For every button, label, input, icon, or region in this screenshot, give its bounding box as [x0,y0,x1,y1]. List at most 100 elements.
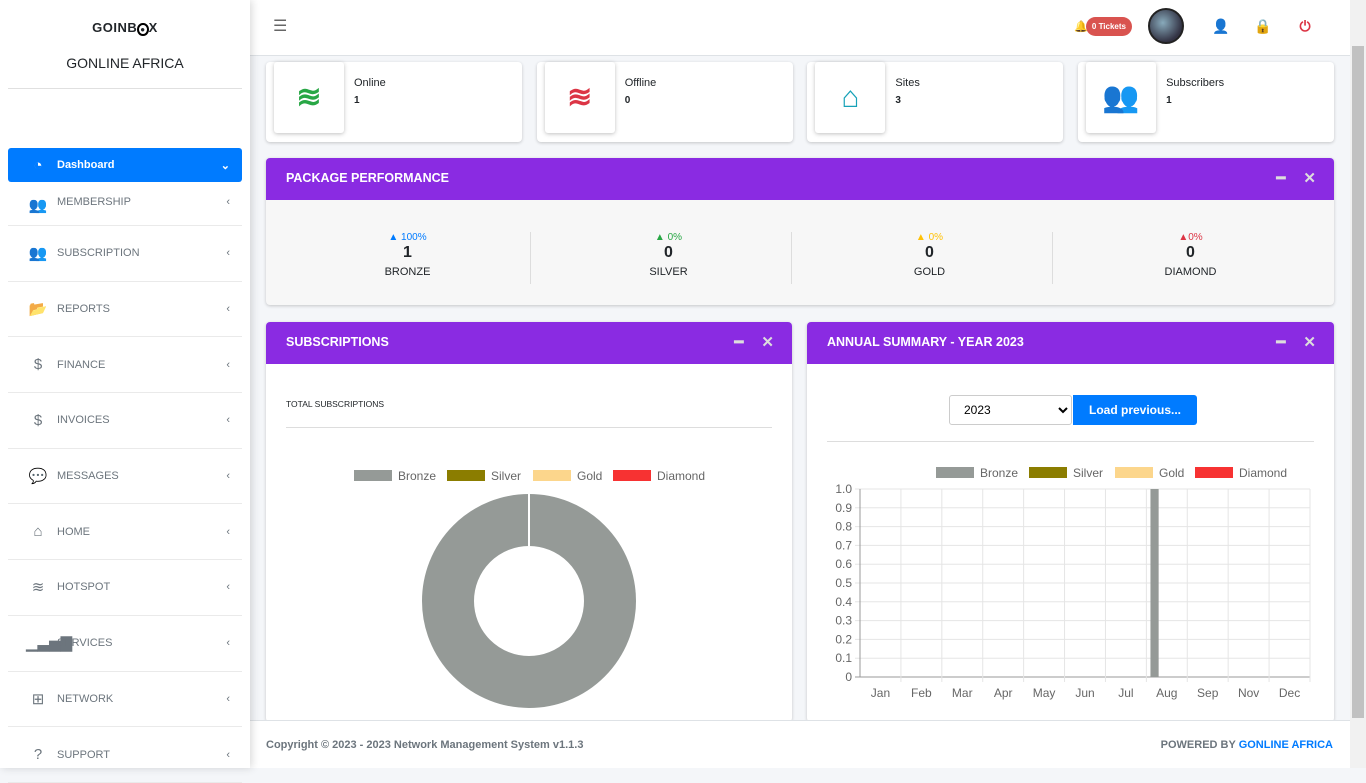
close-icon[interactable]: ✕ [1303,170,1316,187]
y-tick-label: 0.8 [835,520,852,534]
sidebar-item-reports[interactable]: 📂 REPORTS ‹ [8,282,242,338]
sidebar-item-network[interactable]: ⊞ NETWORK ‹ [8,672,242,728]
sms-icon: 💬 [28,468,48,486]
minimize-icon[interactable]: ━ [1276,334,1286,351]
info-value: 1 [354,95,360,106]
tickets-badge[interactable]: 0 Tickets [1085,16,1132,36]
lock-icon[interactable]: 🔒 [1254,17,1272,34]
legend-swatch [936,467,974,478]
stat-name: SILVER [649,266,688,278]
annual-bar-chart: Bronze Silver Gold Diamond 0 0.1 0.2 0.3 0.4 0.5 0… [835,466,1311,700]
info-title: Sites [895,77,920,89]
year-select[interactable]: 2023 [949,395,1072,425]
info-title: Subscribers [1166,77,1225,89]
wifi-icon: ≋ [274,62,344,133]
sidebar-item-label: Dashboard [57,159,115,171]
legend-label: Silver [491,469,521,483]
stat-percent: ▲ 0% [654,232,683,243]
card-title: SUBSCRIPTIONS [286,335,389,349]
sidebar-item-label: REPORTS [57,303,110,316]
legend-swatch [447,470,485,481]
y-tick-label: 0.7 [835,538,852,552]
x-tick-label: Jan [871,686,890,700]
package-performance-card: PACKAGE PERFORMANCE ━ ✕ ▲ 100% 1 BRONZE ▲ 0%… [266,158,1334,305]
sidebar-item-support[interactable]: ? SUPPORT ‹ [8,727,242,783]
x-tick-label: Feb [911,686,932,700]
subscriptions-card: SUBSCRIPTIONS ━ ✕ TOTAL SUBSCRIPTIONS Bro… [266,322,792,722]
chevron-icon: ‹ [226,358,230,371]
chevron-icon: ⌄ [220,159,230,172]
network-icon: ⊞ [31,690,45,708]
question-circle-icon: ? [33,746,43,764]
stat-name: BRONZE [384,266,431,278]
bell-icon[interactable]: 🔔 [1074,20,1088,33]
y-tick-label: 0.4 [835,595,852,609]
chevron-icon: ‹ [226,525,230,538]
avatar[interactable] [1148,8,1184,44]
x-tick-label: Nov [1238,686,1259,700]
copyright: Copyright © 2023 - 2023 Network Manageme… [266,739,584,751]
tachometer-icon: ◔ [33,156,43,174]
chevron-icon: ‹ [226,637,230,650]
y-tick-label: 0.6 [835,557,852,571]
folder-open-icon: 📂 [28,301,48,319]
stat-percent: ▲ 100% [388,232,427,243]
chevron-icon: ‹ [226,581,230,594]
chevron-icon: ‹ [226,303,230,316]
annual-summary-card: ANNUAL SUMMARY - YEAR 2023 ━ ✕ 2023 Load … [807,322,1334,722]
chevron-icon: ‹ [226,470,230,483]
sidebar-item-finance[interactable]: $ FINANCE ‹ [8,337,242,394]
card-title: ANNUAL SUMMARY - YEAR 2023 [827,335,1024,349]
y-tick-label: 0 [845,670,852,684]
sidebar-item-dashboard[interactable]: ◔ Dashboard ⌄ [8,148,242,182]
load-previous-button[interactable]: Load previous... [1073,395,1197,425]
x-tick-label: Mar [952,686,973,700]
info-value: 3 [895,95,901,106]
scrollbar[interactable] [1350,0,1366,768]
info-title: Online [354,77,386,89]
y-tick-label: 0.5 [835,576,852,590]
y-tick-label: 0.1 [835,651,852,665]
chevron-icon: ‹ [226,414,230,427]
legend-label: Bronze [980,466,1018,480]
hand-dollar-icon: $ [33,356,43,374]
sidebar-item-hotspot[interactable]: ≋ HOTSPOT ‹ [8,560,242,616]
sidebar-item-subscription[interactable]: 👥 SUBSCRIPTION ‹ [8,226,242,282]
sidebar-item-label: FINANCE [57,358,106,371]
sidebar-item-label: HOTSPOT [57,581,111,594]
legend-label: Bronze [398,469,436,483]
x-tick-label: Jul [1118,686,1133,700]
menu-toggle-icon[interactable]: ☰ [273,18,288,35]
sidebar-item-invoices[interactable]: $ INVOICES ‹ [8,393,242,449]
chevron-icon: ‹ [226,196,230,208]
stat-count: 1 [403,244,412,261]
minimize-icon[interactable]: ━ [1276,170,1286,187]
sidebar-item-label: SUBSCRIPTION [57,247,140,260]
card-title: PACKAGE PERFORMANCE [286,171,449,185]
package-stat-diamond: ▲0% 0 DIAMOND [1060,232,1321,278]
users-icon: 👥 [28,197,48,214]
sidebar-item-label: SERVICES [57,637,113,650]
stat-name: DIAMOND [1164,266,1217,278]
sidebar-item-label: INVOICES [57,414,110,427]
legend-label: Gold [1159,466,1184,480]
user-clock-icon[interactable]: 👤 [1212,17,1230,34]
close-icon[interactable]: ✕ [761,334,774,351]
sidebar-item-membership[interactable]: 👥 MEMBERSHIP ‹ [8,182,242,226]
power-icon[interactable]: ⏻ [1299,17,1311,34]
sidebar-item-home[interactable]: ⌂ HOME ‹ [8,504,242,561]
x-tick-label: Dec [1279,686,1300,700]
stat-count: 0 [925,244,934,261]
legend-label: Silver [1073,466,1103,480]
stat-percent: ▲ 0% [915,232,944,243]
sidebar-item-messages[interactable]: 💬 MESSAGES ‹ [8,449,242,505]
sidebar-item-services[interactable]: ▁▃▅▇ SERVICES ‹ [8,616,242,672]
home-icon: ⌂ [33,523,43,541]
chevron-icon: ‹ [226,748,230,761]
close-icon[interactable]: ✕ [1303,334,1316,351]
legend-swatch [1115,467,1153,478]
sidebar-item-label: MEMBERSHIP [57,196,131,208]
minimize-icon[interactable]: ━ [734,334,744,351]
x-tick-label: Apr [994,686,1013,700]
powered-link[interactable]: GONLINE AFRICA [1238,739,1333,751]
